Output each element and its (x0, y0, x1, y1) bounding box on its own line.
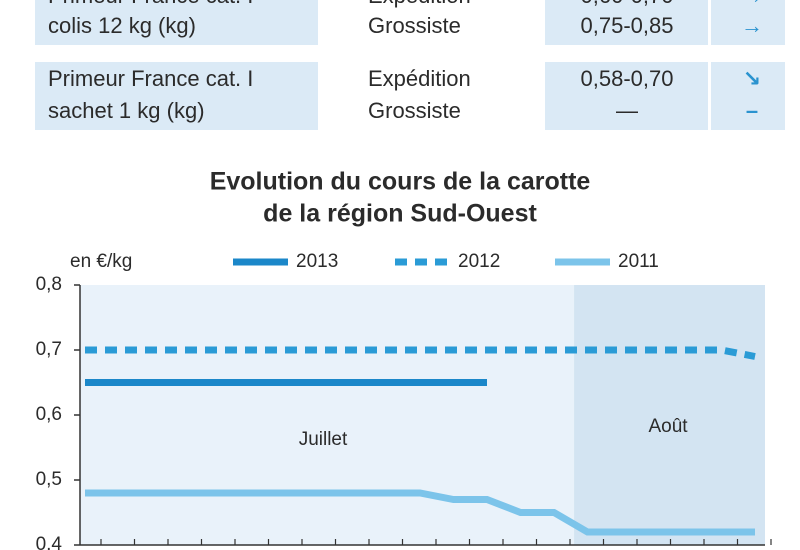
table-product: Primeur France cat. I (48, 0, 253, 8)
cell-bg (35, 0, 318, 45)
table-trend: – (746, 98, 758, 123)
table-trend: ↘ (743, 66, 761, 91)
table-product: Primeur France cat. I (48, 66, 253, 91)
table-price: 0,58-0,70 (581, 66, 674, 91)
y-tick-label: 0,5 (36, 469, 62, 490)
region-bg (574, 285, 765, 545)
legend-label: 2011 (618, 251, 659, 272)
table-stage: Grossiste (368, 13, 461, 38)
y-tick-label: 0,6 (36, 404, 62, 425)
table-stage: Expédition (368, 0, 471, 8)
table-stage: Grossiste (368, 98, 461, 123)
cell-bg (711, 62, 785, 130)
y-tick-label: 0,4 (36, 534, 63, 550)
region-label: Juillet (299, 429, 348, 450)
cell-bg (35, 62, 318, 130)
chart-title: de la région Sud-Ouest (263, 200, 537, 228)
chart-title: Evolution du cours de la carotte (210, 168, 591, 196)
region-label: Août (648, 416, 688, 437)
table-stage: Expédition (368, 66, 471, 91)
price-table: Primeur France cat. I colis 12 kg (kg) Exp… (35, 0, 785, 130)
legend-label: 2012 (458, 251, 500, 272)
series-line (85, 489, 755, 536)
y-tick-label: 0,8 (36, 274, 62, 295)
table-trend: → (741, 13, 763, 38)
cell-bg (545, 0, 708, 45)
y-tick-label: 0,7 (36, 339, 62, 360)
table-trend: → (741, 0, 763, 8)
table-price: — (616, 98, 638, 123)
table-product: colis 12 kg (kg) (48, 13, 196, 38)
cell-bg (545, 62, 708, 130)
y-axis-label: en €/kg (70, 251, 132, 272)
table-product: sachet 1 kg (kg) (48, 98, 205, 123)
table-price: 0,60-0,70 (581, 0, 674, 8)
table-price: 0,75-0,85 (581, 13, 674, 38)
cell-bg (711, 0, 785, 45)
series-line (85, 346, 756, 360)
legend-label: 2013 (296, 251, 338, 272)
chart: Juillet Août Evolution du cours de la caro… (36, 168, 772, 550)
